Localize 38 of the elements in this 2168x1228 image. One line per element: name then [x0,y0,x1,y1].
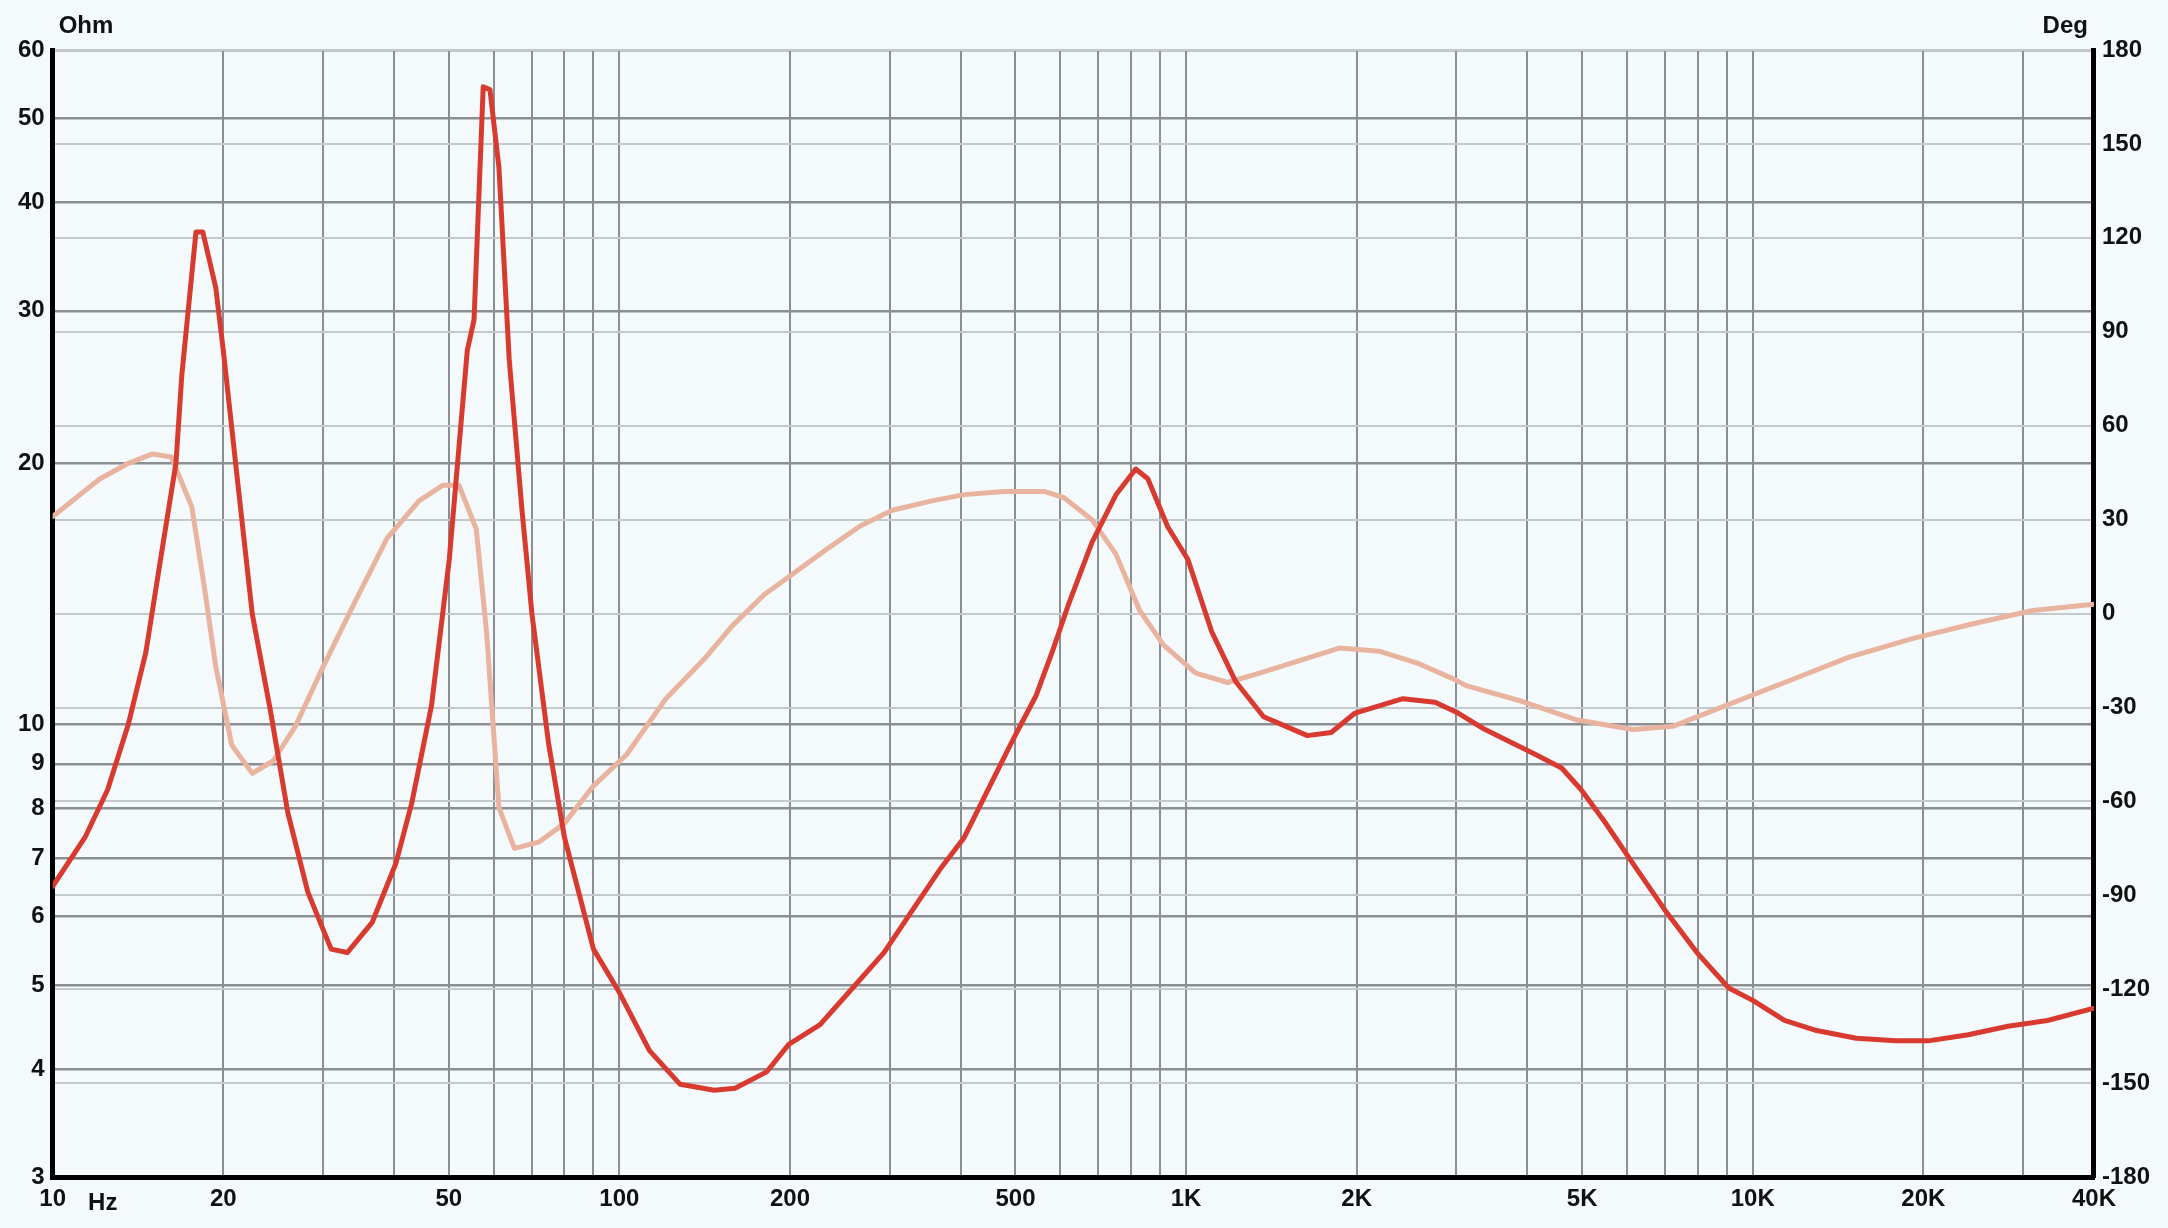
x-tick-label: 500 [995,1184,1036,1212]
x-axis-title: Hz [88,1187,118,1215]
y-tick-label: 7 [31,843,45,871]
y-tick-label: 40 [17,187,45,215]
y2-tick-label: -150 [2101,1067,2151,1095]
y-tick-label: 30 [17,295,45,323]
x-tick-label: 10K [1730,1184,1776,1212]
y-tick-label: 10 [17,708,45,736]
y2-tick-label: -60 [2101,786,2137,814]
x-tick-label: 200 [769,1184,811,1212]
y2-tick-label: 30 [2101,504,2129,532]
x-tick-label: 2K [1341,1184,1373,1212]
y-tick-label: 50 [17,103,45,131]
x-tick-label: 5K [1566,1184,1599,1212]
y-tick-label: 20 [17,448,45,475]
y2-tick-label: 150 [2101,128,2143,156]
y-tick-label: 4 [31,1053,46,1081]
x-tick-label: 20 [209,1184,237,1212]
y2-tick-label: 0 [2101,598,2116,626]
y-tick-label: 8 [31,792,45,820]
y-tick-label: 5 [31,969,45,997]
y2-axis-title: Deg [2042,10,2088,38]
x-tick-label: 20K [1901,1184,1947,1212]
y2-tick-label: 180 [2101,34,2143,62]
x-tick-label: 50 [435,1184,463,1212]
y-tick-label: 60 [17,34,45,62]
y2-tick-label: 90 [2101,316,2129,344]
y2-tick-label: -120 [2101,973,2151,1001]
y-tick-label: 6 [31,901,45,929]
y2-tick-label: 120 [2101,222,2143,250]
x-tick-label: 1K [1170,1184,1203,1212]
y2-tick-label: 60 [2101,410,2129,438]
y-tick-label: 9 [31,748,45,776]
y2-tick-label: -90 [2101,880,2137,908]
x-tick-label: 100 [599,1184,640,1212]
y-axis-title: Ohm [58,10,114,38]
y-tick-label: 3 [31,1161,45,1189]
y2-tick-label: -30 [2101,692,2137,720]
